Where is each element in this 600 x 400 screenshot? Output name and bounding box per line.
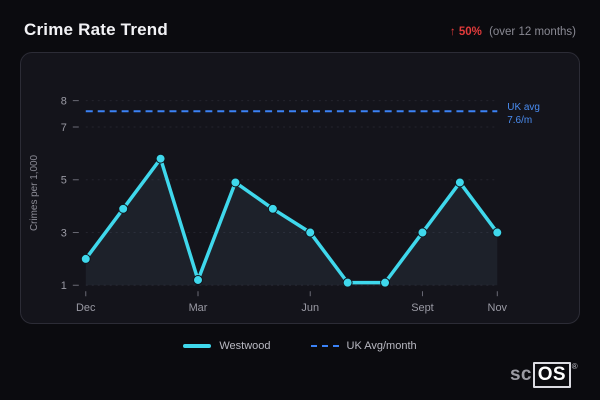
x-tick-label: Sept	[411, 302, 434, 314]
legend-item-westwood[interactable]: Westwood	[183, 340, 271, 352]
x-tick-label: Nov	[488, 302, 508, 314]
uk-avg-label-line1: UK avg	[507, 102, 540, 113]
x-tick-label: Dec	[76, 302, 96, 314]
data-point	[454, 177, 465, 188]
y-tick-label: 3	[61, 228, 67, 240]
data-point	[492, 227, 503, 238]
logo-boxed-text: OS	[532, 362, 571, 388]
chart-card: 1 3 5 7 8 UK avg 7.6/m Dec Mar Jun Sept Nov Crimes p…	[20, 52, 580, 324]
data-point	[267, 203, 278, 214]
x-tick-label: Jun	[301, 302, 319, 314]
page-header: Crime Rate Trend ↑ 50% (over 12 months)	[0, 0, 600, 52]
scos-logo: sc OS ®	[510, 362, 578, 388]
legend-item-uk-avg[interactable]: UK Avg/month	[310, 340, 417, 352]
uk-avg-dashed-swatch	[310, 345, 339, 347]
data-point	[230, 177, 241, 188]
westwood-line-swatch	[183, 344, 212, 348]
logo-prefix: sc	[510, 364, 532, 386]
y-tick-label: 7	[61, 122, 67, 134]
uk-avg-label-line2: 7.6/m	[507, 115, 532, 126]
y-tick-label: 5	[61, 175, 67, 187]
y-tick-label: 1	[61, 280, 67, 292]
data-point	[193, 275, 203, 285]
series-line-westwood	[84, 156, 500, 285]
trend-stat: ↑ 50% (over 12 months)	[450, 26, 576, 38]
chart-legend: Westwood UK Avg/month	[0, 340, 600, 352]
trend-period: (over 12 months)	[489, 26, 576, 38]
data-point	[342, 277, 353, 288]
data-point	[417, 227, 428, 238]
x-tick-label: Mar	[189, 302, 208, 314]
crime-chart-svg: 1 3 5 7 8 UK avg 7.6/m Dec Mar Jun Sept Nov Crimes p…	[29, 96, 540, 314]
data-point	[80, 253, 91, 264]
y-tick-label: 8	[61, 96, 67, 108]
legend-label-uk-avg: UK Avg/month	[346, 340, 417, 352]
y-axis-title: Crimes per 1,000	[29, 154, 40, 231]
legend-label-westwood: Westwood	[219, 340, 271, 352]
page-title: Crime Rate Trend	[24, 20, 168, 39]
trend-delta: ↑ 50%	[449, 26, 482, 38]
logo-registered-mark: ®	[571, 362, 578, 372]
data-point	[155, 153, 166, 164]
data-point	[380, 277, 391, 288]
data-point	[118, 203, 129, 214]
data-point	[305, 227, 316, 238]
